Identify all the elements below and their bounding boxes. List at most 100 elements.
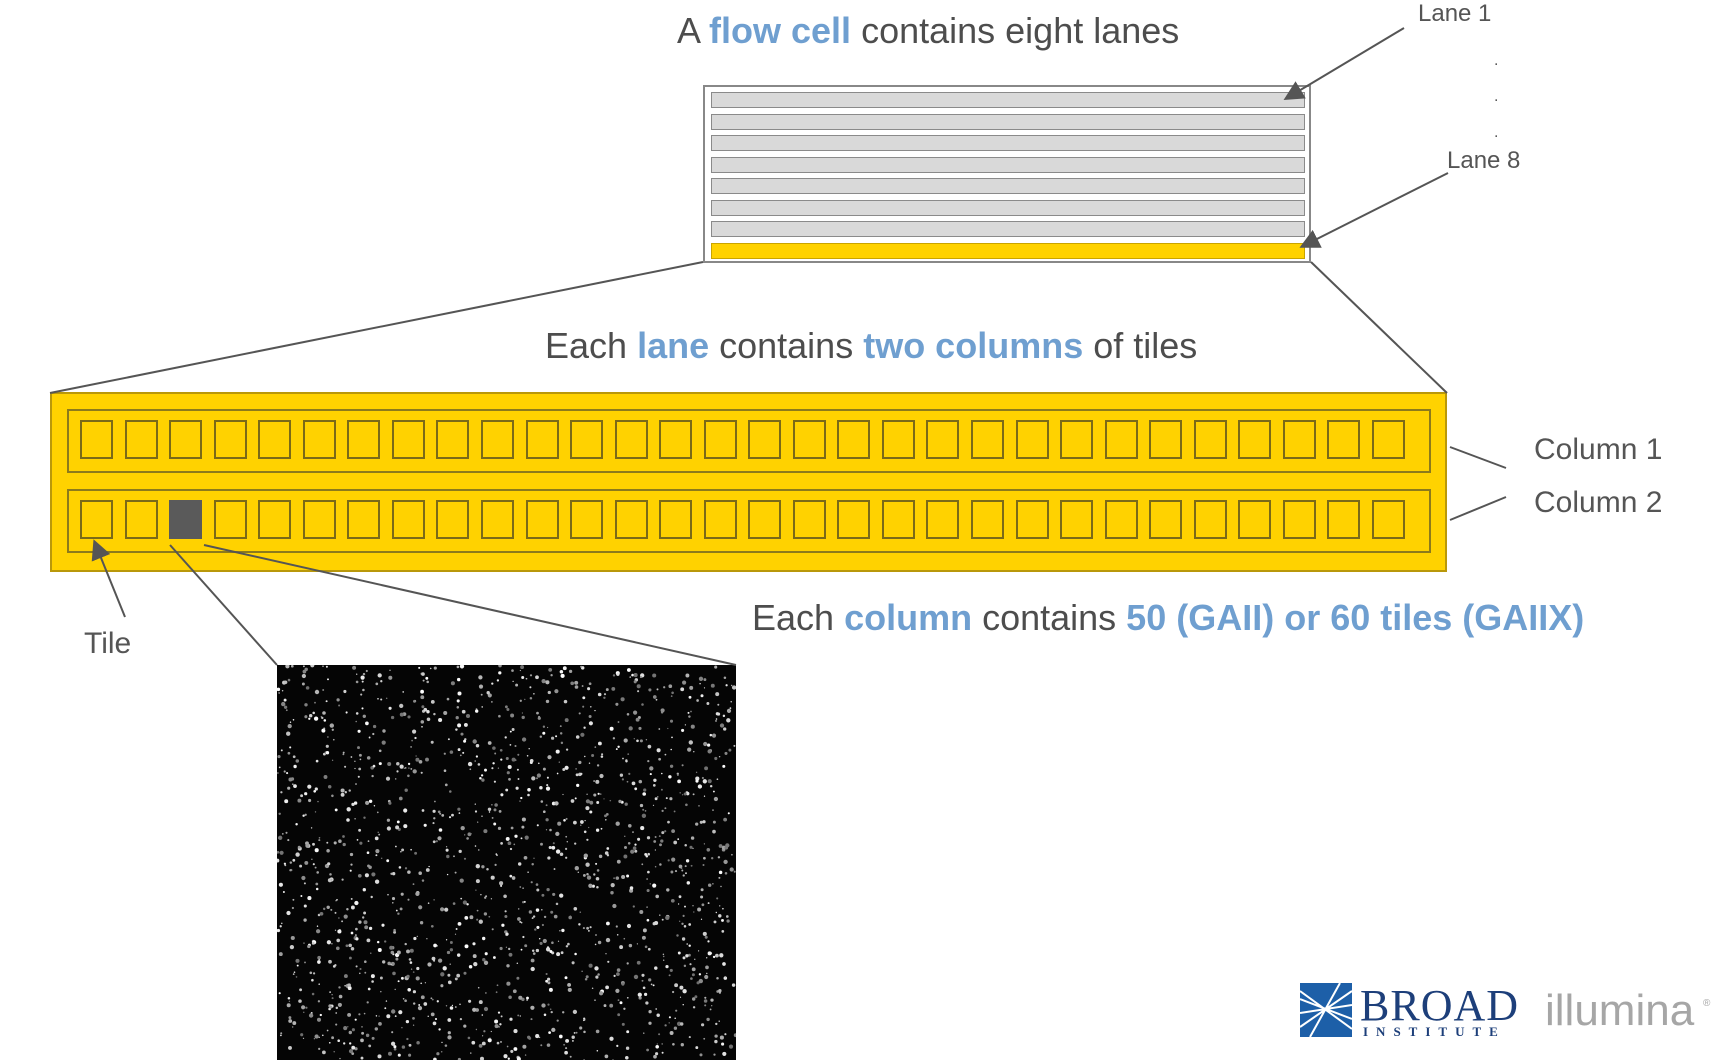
- tile: [1327, 500, 1361, 539]
- heading-highlight: flow cell: [709, 10, 852, 51]
- flow-cell-lane-5: [711, 178, 1305, 194]
- flow-cell-lane-8: [711, 242, 1305, 259]
- tile: [80, 420, 113, 459]
- heading-text: of tiles: [1083, 325, 1198, 366]
- illumina-registered-mark: ®: [1703, 998, 1711, 1009]
- column-1-label: Column 1: [1534, 433, 1663, 466]
- tile: [792, 500, 826, 539]
- tile: [391, 420, 425, 459]
- tile: [570, 500, 604, 539]
- tile-column-2: [67, 489, 1431, 553]
- tile: [1238, 500, 1272, 539]
- heading-text: contains: [709, 325, 864, 366]
- tile: [614, 500, 648, 539]
- lane-8-label: Lane 8: [1447, 147, 1521, 174]
- tile: [703, 420, 737, 459]
- tile: [258, 500, 292, 539]
- tile: [1371, 500, 1405, 539]
- tile: [347, 500, 381, 539]
- flow-cell-lane-4: [711, 156, 1305, 173]
- tile: [1193, 420, 1227, 459]
- tile: [971, 500, 1004, 539]
- tile: [881, 420, 915, 459]
- illumina-logo-text: illumina: [1545, 986, 1695, 1035]
- tile: [80, 500, 113, 539]
- lane-heading: Each lane contains two columns of tiles: [545, 325, 1197, 367]
- tile: [837, 420, 871, 459]
- tile: [525, 420, 559, 459]
- tile: [480, 500, 514, 539]
- flow-cell-lane-6: [711, 199, 1305, 216]
- column-heading: Each column contains 50 (GAII) or 60 til…: [752, 597, 1584, 639]
- tile: [1327, 420, 1361, 459]
- heading-text: Each: [545, 325, 638, 366]
- tile: [1193, 500, 1227, 539]
- tile: [480, 420, 514, 459]
- tile: [436, 420, 470, 459]
- tile: [1104, 500, 1138, 539]
- tile: [302, 500, 336, 539]
- flow-cell-lane-7: [711, 221, 1305, 237]
- flow-cell-lane-2: [711, 113, 1305, 130]
- heading-text: contains eight lanes: [851, 10, 1180, 51]
- tile: [703, 500, 737, 539]
- tile: [1015, 420, 1049, 459]
- tile-column-1: [67, 409, 1431, 473]
- broad-logo-text: BROAD: [1360, 981, 1520, 1030]
- tile: [837, 500, 871, 539]
- ellipsis-dot: .: [1494, 88, 1499, 105]
- tile: [258, 420, 292, 459]
- tile: [213, 500, 247, 539]
- tile: [1060, 500, 1094, 539]
- tile: [436, 500, 470, 539]
- tile: [971, 420, 1004, 459]
- flow-cell-lane-1: [711, 92, 1305, 108]
- tile: [1238, 420, 1272, 459]
- heading-text: A: [677, 10, 710, 51]
- column-1-leader: [1449, 446, 1507, 469]
- column-2-leader: [1449, 496, 1507, 521]
- ellipsis-dot: .: [1494, 124, 1499, 141]
- tile: [659, 420, 693, 459]
- tile: [1149, 420, 1183, 459]
- heading-highlight: lane: [637, 325, 710, 366]
- tile: [124, 500, 158, 539]
- tile: [169, 420, 203, 459]
- broad-logo-icon: [1300, 983, 1352, 1037]
- heading-text: Each: [752, 597, 845, 638]
- tile: [748, 500, 782, 539]
- tile: [748, 420, 782, 459]
- column-2-label: Column 2: [1534, 486, 1663, 519]
- heading-highlight: column: [844, 597, 973, 638]
- flowcell-heading: A flow cell contains eight lanes: [677, 10, 1179, 52]
- heading-highlight: 50 (GAII) or 60 tiles (GAIIX): [1126, 597, 1585, 638]
- tile: [926, 500, 960, 539]
- heading-text: contains: [972, 597, 1127, 638]
- tile: [302, 420, 336, 459]
- tile: [570, 420, 604, 459]
- broad-logo-subtext: INSTITUTE: [1363, 1024, 1506, 1039]
- ellipsis-dot: .: [1494, 52, 1499, 69]
- tile: [1015, 500, 1049, 539]
- tile: [1282, 420, 1316, 459]
- tile: [1104, 420, 1138, 459]
- selected-tile: [169, 500, 203, 539]
- tile-label: Tile: [84, 627, 132, 660]
- tile: [614, 420, 648, 459]
- tile-image: [277, 665, 736, 1060]
- lane-detail: [50, 392, 1447, 572]
- tile: [1371, 420, 1405, 459]
- tile: [659, 500, 693, 539]
- tile: [1282, 500, 1316, 539]
- lane-8-arrow: [1299, 172, 1449, 248]
- tile: [792, 420, 826, 459]
- tile: [124, 420, 158, 459]
- heading-highlight: two columns: [863, 325, 1084, 366]
- flow-cell-lane-3: [711, 135, 1305, 151]
- tile: [213, 420, 247, 459]
- zoom-line-right: [1310, 261, 1448, 394]
- lane-1-label: Lane 1: [1418, 0, 1492, 27]
- tile: [525, 500, 559, 539]
- flow-cell: [703, 85, 1311, 263]
- tile: [926, 420, 960, 459]
